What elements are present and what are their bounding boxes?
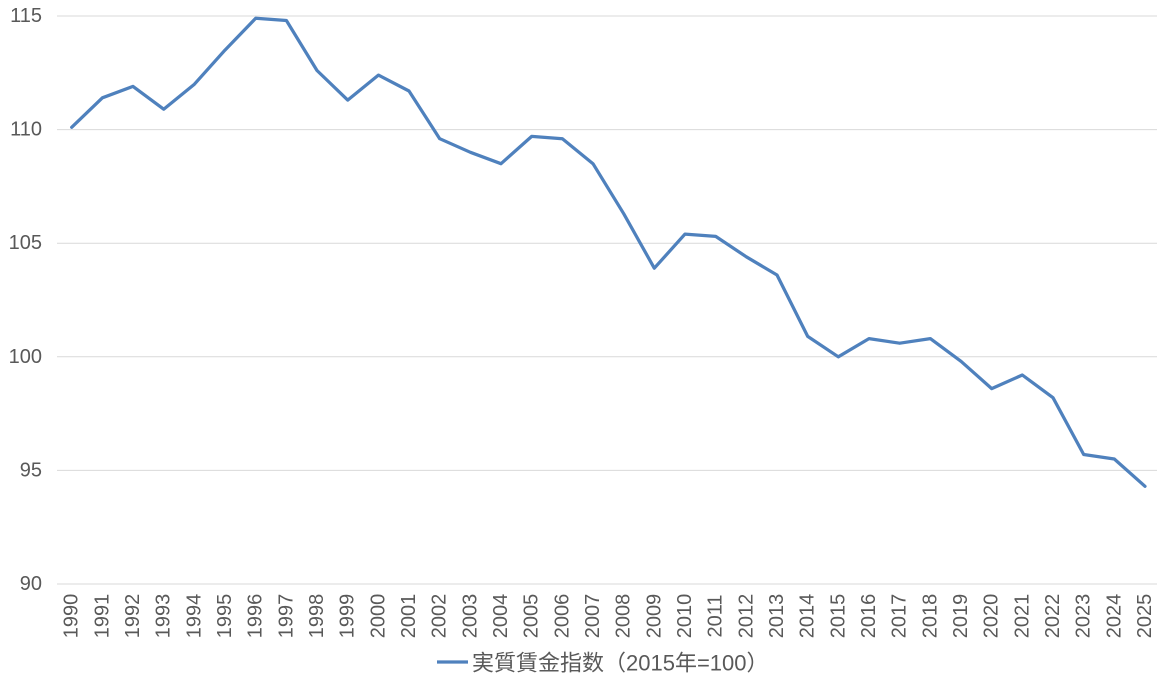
x-tick-label: 1998	[306, 594, 328, 639]
x-tick-label: 1996	[245, 594, 267, 639]
gridlines	[57, 15, 1157, 585]
x-tick-label: 2005	[521, 594, 543, 639]
x-tick-label: 2004	[490, 594, 512, 639]
legend: 実質賃金指数（2015年=100）	[437, 651, 769, 676]
x-tick-label: 2023	[1073, 594, 1095, 639]
x-tick-label: 2007	[582, 594, 604, 639]
x-tick-label: 2002	[429, 594, 451, 639]
x-tick-label: 2009	[643, 594, 665, 639]
x-tick-label: 1990	[61, 594, 83, 639]
x-tick-label: 2012	[735, 594, 757, 639]
y-tick-label: 100	[9, 346, 42, 368]
x-tick-label: 2008	[613, 594, 635, 639]
x-tick-label: 1993	[153, 594, 175, 639]
x-tick-label: 2003	[459, 594, 481, 639]
x-tick-label: 2024	[1103, 594, 1125, 639]
legend-label: 実質賃金指数（2015年=100）	[472, 651, 769, 676]
x-tick-label: 1991	[91, 594, 113, 639]
x-tick-label: 2013	[766, 594, 788, 639]
x-tick-label: 2018	[919, 594, 941, 639]
series-line	[70, 16, 1147, 488]
y-tick-label: 115	[10, 5, 42, 27]
y-axis-labels: 90 95 100 105 110 115	[9, 5, 42, 595]
y-tick-label: 110	[10, 119, 42, 141]
x-tick-label: 2000	[367, 594, 389, 639]
x-tick-label: 2010	[674, 594, 696, 639]
x-tick-label: 1994	[183, 594, 205, 639]
y-tick-label: 95	[20, 459, 42, 481]
x-tick-label: 1995	[214, 594, 236, 639]
x-tick-label: 1992	[122, 594, 144, 639]
x-tick-label: 2001	[398, 594, 420, 639]
x-tick-label: 1997	[275, 594, 297, 639]
x-axis-labels: 1990 1991 1992 1993 1994 1995 1996 1997 1998 1999…	[61, 594, 1156, 639]
x-tick-label: 2021	[1011, 594, 1033, 639]
x-tick-label: 2011	[705, 594, 727, 637]
x-tick-label: 1999	[337, 594, 359, 639]
x-tick-label: 2020	[981, 594, 1003, 639]
x-tick-label: 2006	[551, 594, 573, 639]
x-tick-label: 2017	[889, 594, 911, 639]
x-tick-label: 2025	[1134, 594, 1156, 639]
x-tick-label: 2019	[950, 594, 972, 639]
x-tick-label: 2016	[858, 594, 880, 639]
y-tick-label: 105	[9, 232, 42, 254]
x-tick-label: 2015	[827, 594, 849, 639]
x-tick-label: 2014	[797, 594, 819, 639]
x-tick-label: 2022	[1042, 594, 1064, 639]
y-tick-label: 90	[20, 573, 42, 595]
